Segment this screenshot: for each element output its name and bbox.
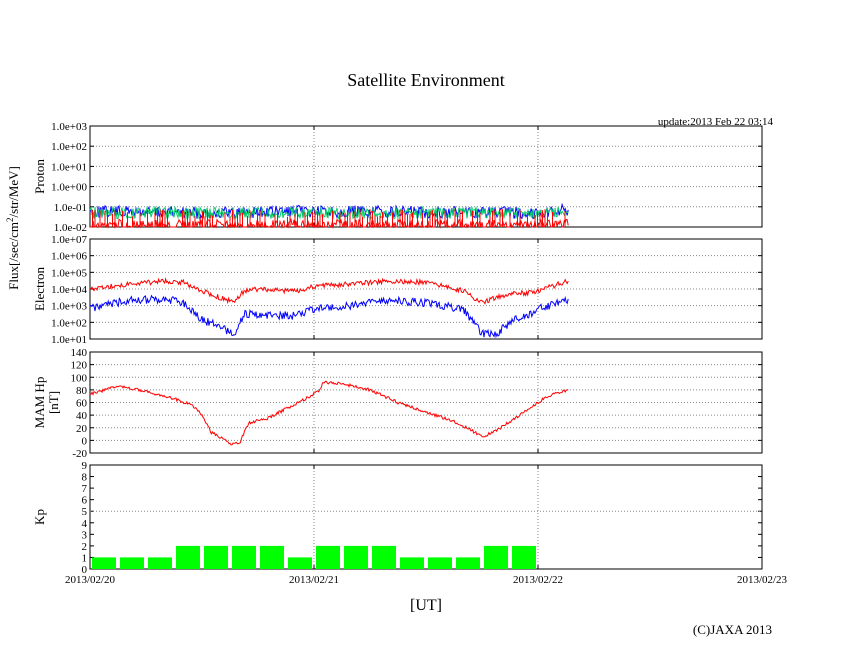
x-tick-label: 2013/02/20 (65, 574, 116, 586)
kp-bar (316, 545, 340, 569)
x-axis-label: [UT] (410, 597, 442, 614)
y-tick-label: 0 (82, 564, 88, 576)
kp-bar (288, 557, 312, 569)
panel-frame (89, 125, 763, 228)
kp-bar (204, 545, 228, 569)
kp-bar (428, 557, 452, 569)
series-line-proton-3 (90, 217, 569, 229)
y-tick-label: 9 (82, 460, 88, 472)
y-tick-label: 140 (71, 347, 88, 359)
y-tick-label: 1.0e+02 (51, 141, 87, 153)
series-line-proton-2 (89, 205, 569, 221)
flux-label-text: Flux[/sec/cm (6, 222, 21, 290)
y-tick-label: 2 (82, 541, 88, 553)
y-tick-label: 1.0e+07 (51, 234, 87, 246)
y-axis-label: Kp (32, 509, 47, 525)
kp-bar (484, 545, 508, 569)
y-tick-label: 1.0e+02 (51, 317, 87, 329)
y-tick-label: 1.0e+06 (51, 251, 87, 263)
y-axis-label: Electron (32, 266, 47, 311)
series-line-mam-hp-1 (90, 380, 569, 446)
series-line-electron-2 (89, 294, 569, 339)
kp-bar (512, 545, 536, 569)
y-tick-label: -20 (72, 448, 87, 460)
kp-bar (176, 545, 200, 569)
y-tick-label: 1.0e+01 (51, 161, 87, 173)
copyright-notice: (C)JAXA 2013 (693, 622, 772, 637)
y-tick-label: 40 (76, 410, 88, 422)
flux-label-superscript: 2 (5, 217, 15, 222)
y-tick-label: 5 (82, 506, 88, 518)
y-tick-label: 1.0e+04 (51, 284, 87, 296)
chart-panels: 1.0e-021.0e-011.0e+001.0e+011.0e+021.0e+… (32, 121, 788, 586)
y-tick-label: 1.0e+03 (51, 301, 87, 313)
y-tick-label: 4 (82, 518, 88, 530)
kp-bar (92, 557, 116, 569)
kp-bar (400, 557, 424, 569)
y-tick-label: 1.0e+05 (51, 267, 87, 279)
flux-axis-label: Flux[/sec/cm2/str/MeV] (5, 166, 21, 290)
y-tick-label: 0 (82, 435, 88, 447)
y-tick-label: 1.0e-02 (54, 222, 87, 234)
x-tick-label: 2013/02/21 (289, 574, 339, 586)
y-tick-label: 1.0e-01 (54, 202, 87, 214)
kp-bar (120, 557, 144, 569)
x-tick-label: 2013/02/22 (513, 574, 563, 586)
kp-bar (372, 545, 396, 569)
y-tick-label: 1.0e+03 (51, 121, 87, 133)
y-tick-label: 20 (76, 423, 88, 435)
y-tick-label: 120 (71, 360, 88, 372)
kp-bar (232, 545, 256, 569)
series-line-electron-1 (89, 277, 569, 305)
y-tick-label: 8 (82, 472, 88, 484)
y-tick-label: 80 (76, 385, 88, 397)
y-tick-label: 100 (71, 372, 88, 384)
y-axis-label: Proton (32, 159, 47, 194)
y-tick-label: 1.0e+01 (51, 334, 87, 346)
kp-bar (456, 557, 480, 569)
y-axis-label: MAM Hp (32, 377, 47, 429)
y-tick-label: 1 (82, 552, 88, 564)
svg-text:Flux[/sec/cm2/str/MeV]: Flux[/sec/cm2/str/MeV] (5, 166, 21, 290)
y-tick-label: 7 (82, 483, 88, 495)
y-tick-label: 3 (82, 529, 88, 541)
y-axis-unit-label: [nT] (46, 391, 61, 414)
panel-proton: 1.0e-02 1.0e-01 1.0e+00 1.0e+01 1.0e+02 1.0e+… (32, 121, 763, 234)
y-tick-label: 60 (76, 398, 88, 410)
kp-bar (148, 557, 172, 569)
chart-title: Satellite Environment (347, 70, 504, 90)
panel-frame (89, 464, 763, 570)
x-tick-label: 2013/02/23 (737, 574, 788, 586)
y-tick-label: 1.0e+00 (51, 182, 87, 194)
kp-bar (344, 545, 368, 569)
update-timestamp: update:2013 Feb 22 03:14 (658, 116, 774, 128)
flux-label-tail: /str/MeV] (6, 166, 21, 217)
panel-electron: 1.0e+01 1.0e+02 1.0e+03 1.0e+04 1.0e+05 1.0e+… (32, 234, 763, 346)
kp-bar (260, 545, 284, 569)
y-tick-label: 6 (82, 495, 88, 507)
